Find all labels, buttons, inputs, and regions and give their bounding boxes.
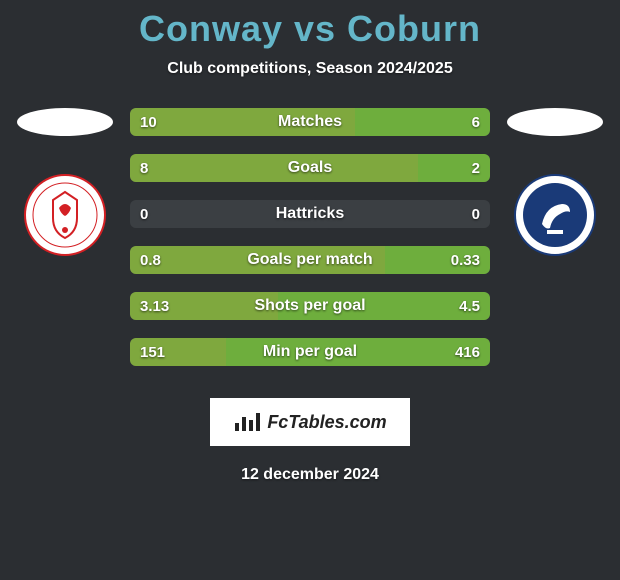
stat-label: Goals per match	[130, 246, 490, 274]
stat-value-left: 0	[140, 200, 148, 228]
stat-value-right: 2	[472, 154, 480, 182]
brand-text: FcTables.com	[267, 412, 386, 433]
page-subtitle: Club competitions, Season 2024/2025	[0, 60, 620, 78]
stat-value-left: 151	[140, 338, 165, 366]
stat-value-right: 4.5	[459, 292, 480, 320]
comparison-content: Matches10 6 Goals8 2 Hattricks0 0 Goals per ma…	[0, 108, 620, 384]
stat-row-goals: Goals8 2	[130, 154, 490, 182]
left-side	[10, 108, 120, 384]
stat-value-right: 416	[455, 338, 480, 366]
right-side	[500, 108, 610, 384]
stat-row-min-per-goal: Min per goal151 416	[130, 338, 490, 366]
stat-value-right: 0.33	[451, 246, 480, 274]
brand-box: FcTables.com	[210, 398, 410, 446]
stat-label: Matches	[130, 108, 490, 136]
stat-value-left: 10	[140, 108, 157, 136]
stat-value-right: 0	[472, 200, 480, 228]
header: Conway vs Coburn Club competitions, Seas…	[0, 0, 620, 78]
stat-value-left: 3.13	[140, 292, 169, 320]
stat-label: Goals	[130, 154, 490, 182]
stat-label: Min per goal	[130, 338, 490, 366]
stat-label: Hattricks	[130, 200, 490, 228]
stat-label: Shots per goal	[130, 292, 490, 320]
stat-value-right: 6	[472, 108, 480, 136]
page-title: Conway vs Coburn	[0, 8, 620, 50]
player-photo-placeholder-left	[17, 108, 113, 136]
stat-bars: Matches10 6 Goals8 2 Hattricks0 0 Goals per ma…	[120, 108, 500, 384]
player-photo-placeholder-right	[507, 108, 603, 136]
stat-row-matches: Matches10 6	[130, 108, 490, 136]
club-crest-right	[514, 174, 596, 256]
stat-value-left: 8	[140, 154, 148, 182]
stat-row-shots-per-goal: Shots per goal3.13 4.5	[130, 292, 490, 320]
date-label: 12 december 2024	[0, 466, 620, 484]
stat-row-hattricks: Hattricks0 0	[130, 200, 490, 228]
brand-chart-icon	[233, 411, 261, 433]
stat-value-left: 0.8	[140, 246, 161, 274]
club-crest-left	[24, 174, 106, 256]
stat-row-goals-per-match: Goals per match0.8 0.33	[130, 246, 490, 274]
